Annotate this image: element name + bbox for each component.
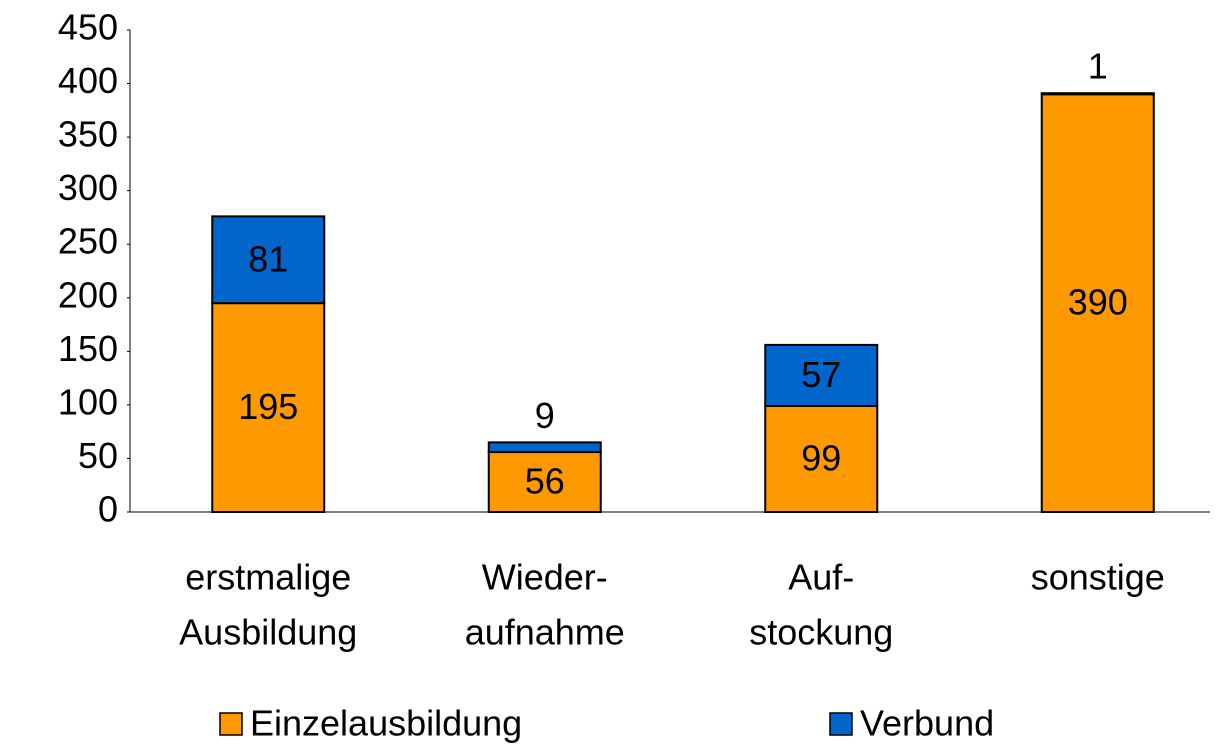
- legend-label: Einzelausbildung: [250, 703, 522, 744]
- x-tick-label: Auf-: [788, 557, 854, 598]
- data-label: 195: [238, 386, 298, 427]
- legend-swatch: [219, 712, 243, 736]
- y-tick-label: 400: [58, 60, 118, 101]
- data-label: 99: [801, 437, 841, 478]
- data-label: 56: [525, 461, 565, 502]
- data-label: 9: [535, 395, 555, 436]
- y-tick-label: 450: [58, 7, 118, 48]
- bar-segment: [1040, 92, 1155, 96]
- y-tick-label: 200: [58, 274, 118, 315]
- bar-segment: [764, 343, 879, 407]
- legend-label: Verbund: [860, 703, 994, 744]
- y-tick-label: 100: [58, 381, 118, 422]
- x-tick-label: Wieder-: [482, 557, 608, 598]
- y-tick-label: 350: [58, 114, 118, 155]
- x-tick-label: Ausbildung: [179, 612, 357, 653]
- data-label: 1: [1088, 46, 1108, 87]
- x-tick-label: aufnahme: [465, 612, 625, 653]
- bar-segment: [487, 441, 602, 454]
- bar-segment: [1040, 93, 1155, 514]
- y-tick-label: 50: [78, 435, 118, 476]
- bar-segment: [211, 215, 326, 305]
- y-tick-label: 250: [58, 221, 118, 262]
- data-label: 57: [801, 354, 841, 395]
- data-label: 390: [1068, 282, 1128, 323]
- y-tick-label: 150: [58, 328, 118, 369]
- x-tick-label: stockung: [749, 612, 893, 653]
- legend-swatch: [829, 712, 853, 736]
- bar-segment: [211, 302, 326, 513]
- x-tick-label: erstmalige: [185, 557, 351, 598]
- data-label: 81: [248, 238, 288, 279]
- x-tick-label: sonstige: [1031, 557, 1165, 598]
- y-tick-label: 300: [58, 167, 118, 208]
- y-tick-label: 0: [98, 489, 118, 530]
